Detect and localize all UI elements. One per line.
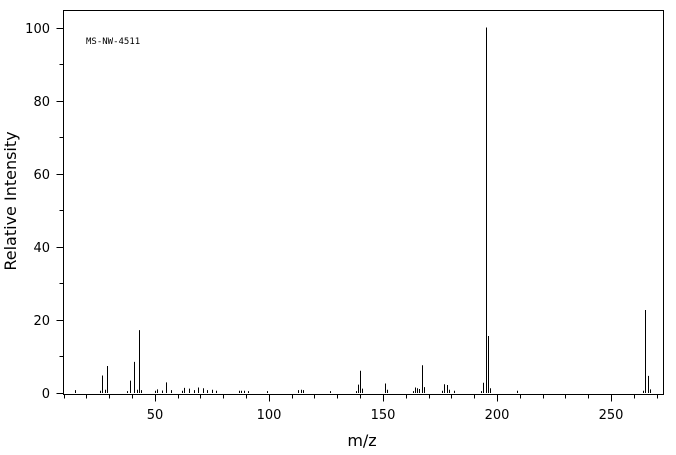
x-tick-label: 100 bbox=[257, 408, 282, 423]
x-tick-label: 250 bbox=[599, 408, 624, 423]
x-tick-label: 50 bbox=[147, 408, 164, 423]
x-axis-label: m/z bbox=[347, 431, 376, 450]
y-tick-label: 60 bbox=[33, 168, 50, 183]
x-tick-label: 150 bbox=[371, 408, 396, 423]
spectrum-peaks bbox=[75, 27, 651, 393]
y-tick-label: 20 bbox=[33, 314, 50, 329]
spectrum-id-label: MS-NW-4511 bbox=[86, 37, 140, 47]
x-tick-label: 200 bbox=[485, 408, 510, 423]
y-axis-ticks: 0 20 40 60 80 100 bbox=[25, 22, 64, 402]
y-tick-label: 100 bbox=[25, 22, 50, 37]
plot-frame bbox=[63, 10, 664, 395]
x-axis-ticks: 50 100 150 200 250 bbox=[64, 394, 658, 423]
y-tick-label: 80 bbox=[33, 95, 50, 110]
y-tick-label: 0 bbox=[42, 387, 50, 402]
y-tick-label: 40 bbox=[33, 241, 50, 256]
y-axis-label: Relative Intensity bbox=[1, 131, 20, 270]
